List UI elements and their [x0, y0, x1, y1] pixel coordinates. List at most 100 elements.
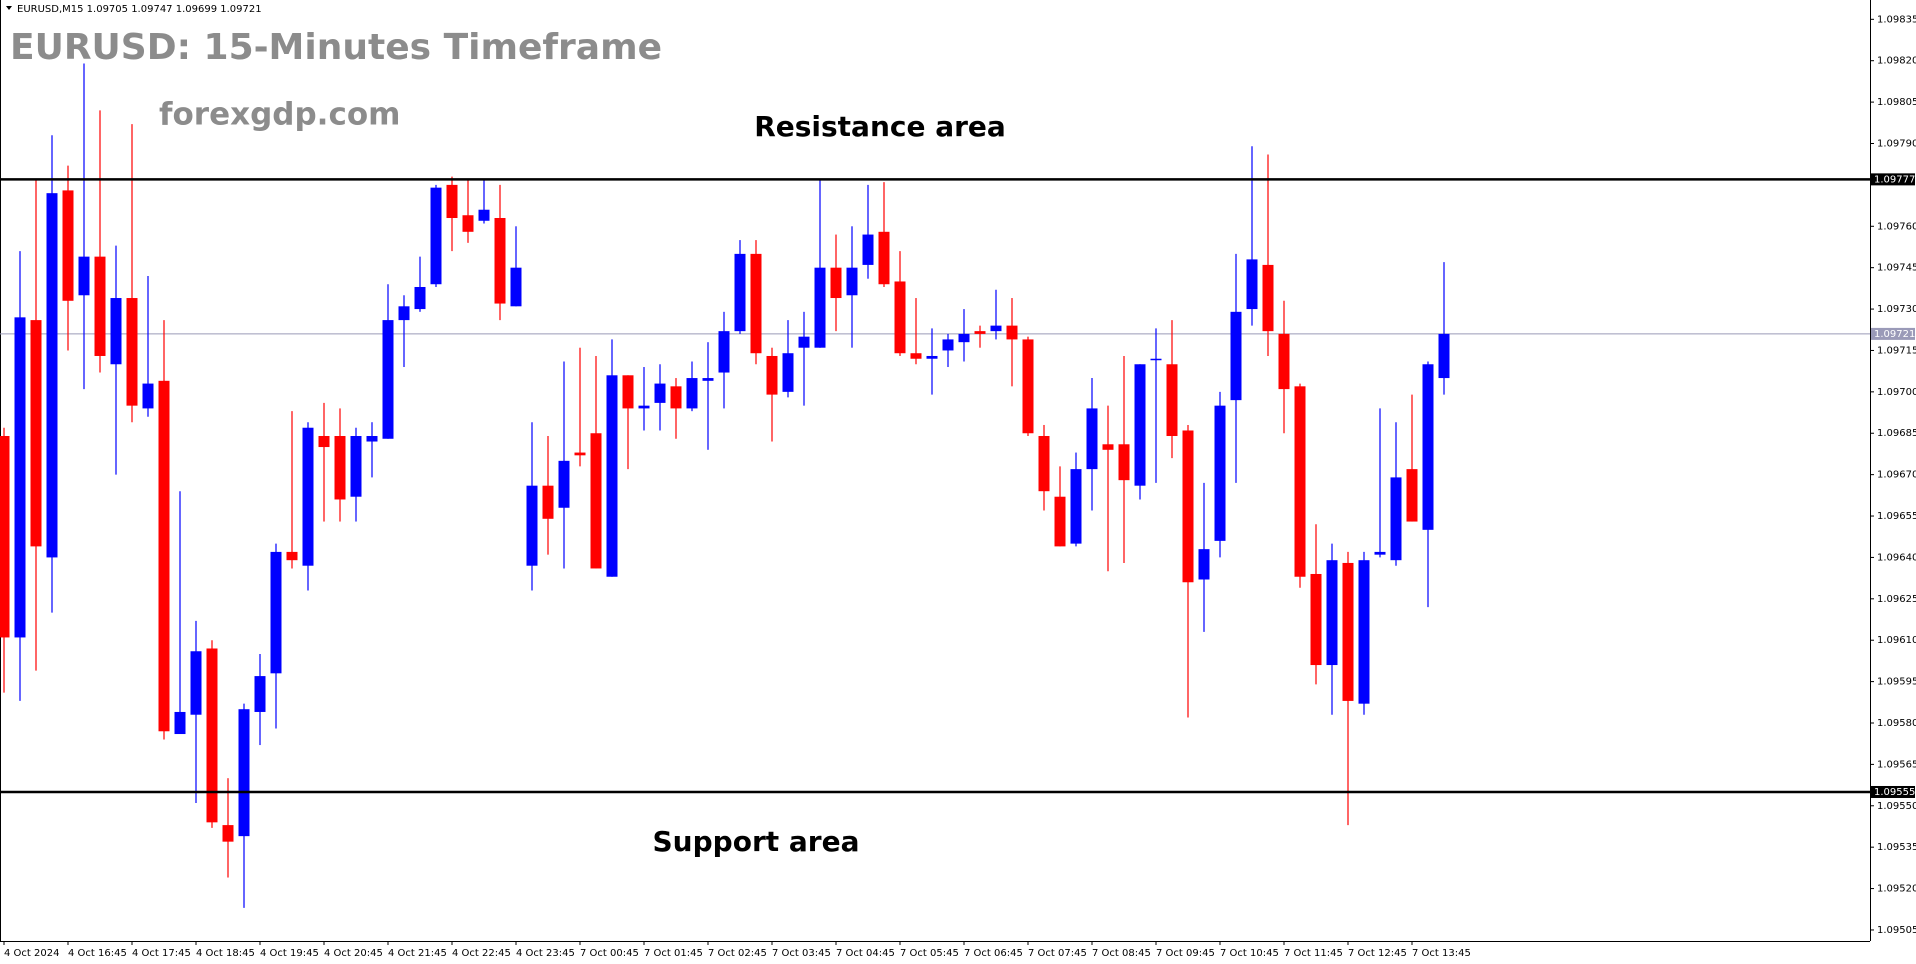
candle-body	[446, 184, 458, 219]
candle-body	[414, 286, 426, 310]
y-tick-label: 1.09820	[1877, 56, 1916, 67]
candle-body	[958, 333, 970, 343]
x-tick-label: 4 Oct 20:45	[324, 948, 383, 959]
last-price-label: 1.09721	[1874, 329, 1915, 340]
header-arrow	[6, 6, 12, 10]
candle-body	[206, 648, 218, 823]
candle-body	[670, 386, 682, 409]
candle-body	[1198, 549, 1210, 580]
x-tick-label: 7 Oct 11:45	[1284, 948, 1343, 959]
candle-body	[654, 383, 666, 403]
candle-body	[270, 551, 282, 674]
x-tick-label: 7 Oct 05:45	[900, 948, 959, 959]
candle-body	[366, 436, 378, 442]
candle-body	[1134, 364, 1146, 486]
candle-body	[334, 436, 346, 500]
candle-body	[974, 331, 986, 334]
candle-body	[78, 256, 90, 296]
chart-header: EURUSD,M15 1.09705 1.09747 1.09699 1.097…	[17, 4, 262, 15]
candle-body	[1310, 573, 1322, 666]
x-tick-label: 4 Oct 19:45	[260, 948, 319, 959]
candle-body	[94, 256, 106, 356]
support-annotation: Support area	[653, 825, 860, 858]
candle-body	[382, 320, 394, 439]
y-tick-label: 1.09595	[1877, 677, 1916, 688]
candle-body	[1086, 408, 1098, 470]
candle-body	[686, 378, 698, 409]
y-tick-label: 1.09550	[1877, 801, 1916, 812]
candle-body	[990, 325, 1002, 332]
candle-body	[30, 320, 42, 547]
candle-body	[750, 253, 762, 354]
candle-body	[862, 234, 874, 265]
candle-body	[1374, 551, 1386, 555]
candle-body	[222, 825, 234, 842]
resistance-annotation: Resistance area	[754, 110, 1006, 143]
candle-body	[1054, 496, 1066, 547]
x-tick-label: 7 Oct 03:45	[772, 948, 831, 959]
candle-body	[1422, 364, 1434, 530]
candle-body	[830, 267, 842, 299]
x-tick-label: 7 Oct 00:45	[580, 948, 639, 959]
x-tick-label: 7 Oct 02:45	[708, 948, 767, 959]
candle-body	[1230, 311, 1242, 401]
candle-body	[110, 298, 122, 365]
x-tick-label: 4 Oct 16:45	[68, 948, 127, 959]
y-tick-label: 1.09655	[1877, 511, 1916, 522]
x-tick-label: 4 Oct 23:45	[516, 948, 575, 959]
candle-body	[318, 436, 330, 448]
x-tick-label: 4 Oct 2024	[4, 948, 59, 959]
candle-body	[510, 267, 522, 307]
candle-body	[718, 331, 730, 373]
candle-body	[254, 676, 266, 712]
y-tick-label: 1.09580	[1877, 718, 1916, 729]
y-tick-label: 1.09805	[1877, 97, 1916, 108]
candle-body	[1342, 562, 1354, 701]
candle-body	[1278, 333, 1290, 390]
candle-body	[1166, 364, 1178, 437]
candle-body	[46, 193, 58, 558]
candle-body	[798, 336, 810, 348]
candle-body	[1438, 333, 1450, 379]
candle-body	[1358, 560, 1370, 704]
candle-body	[158, 380, 170, 732]
y-tick-label: 1.09835	[1877, 14, 1916, 25]
candle-body	[526, 485, 538, 566]
candle-body	[590, 433, 602, 569]
candle-body	[846, 267, 858, 296]
candle-body	[1070, 469, 1082, 544]
x-tick-label: 7 Oct 07:45	[1028, 948, 1087, 959]
candle-body	[302, 427, 314, 566]
x-tick-label: 4 Oct 18:45	[196, 948, 255, 959]
candle-body	[1038, 436, 1050, 492]
candle-body	[766, 355, 778, 395]
y-tick-label: 1.09700	[1877, 387, 1916, 398]
y-tick-label: 1.09790	[1877, 138, 1916, 149]
candle-body	[558, 460, 570, 508]
candle-body	[1118, 444, 1130, 481]
y-tick-label: 1.09715	[1877, 345, 1916, 356]
candle-body	[1294, 386, 1306, 577]
candle-body	[942, 339, 954, 351]
x-tick-label: 4 Oct 22:45	[452, 948, 511, 959]
candle-body	[606, 375, 618, 577]
candle-body	[478, 209, 490, 221]
candle-body	[878, 231, 890, 285]
candle-body	[1406, 469, 1418, 522]
candle-body	[1246, 259, 1258, 310]
candle-body	[1022, 339, 1034, 434]
x-tick-label: 7 Oct 04:45	[836, 948, 895, 959]
candle-body	[14, 317, 26, 638]
y-tick-label: 1.09640	[1877, 552, 1916, 563]
x-tick-label: 7 Oct 01:45	[644, 948, 703, 959]
candle-body	[1262, 264, 1274, 332]
candle-body	[542, 485, 554, 519]
x-tick-label: 7 Oct 12:45	[1348, 948, 1407, 959]
candle-body	[126, 298, 138, 406]
resistance-line-price-box	[1871, 173, 1915, 186]
y-tick-label: 1.09760	[1877, 221, 1916, 232]
candle-body	[910, 353, 922, 359]
y-tick-label: 1.09730	[1877, 304, 1916, 315]
x-tick-label: 4 Oct 17:45	[132, 948, 191, 959]
